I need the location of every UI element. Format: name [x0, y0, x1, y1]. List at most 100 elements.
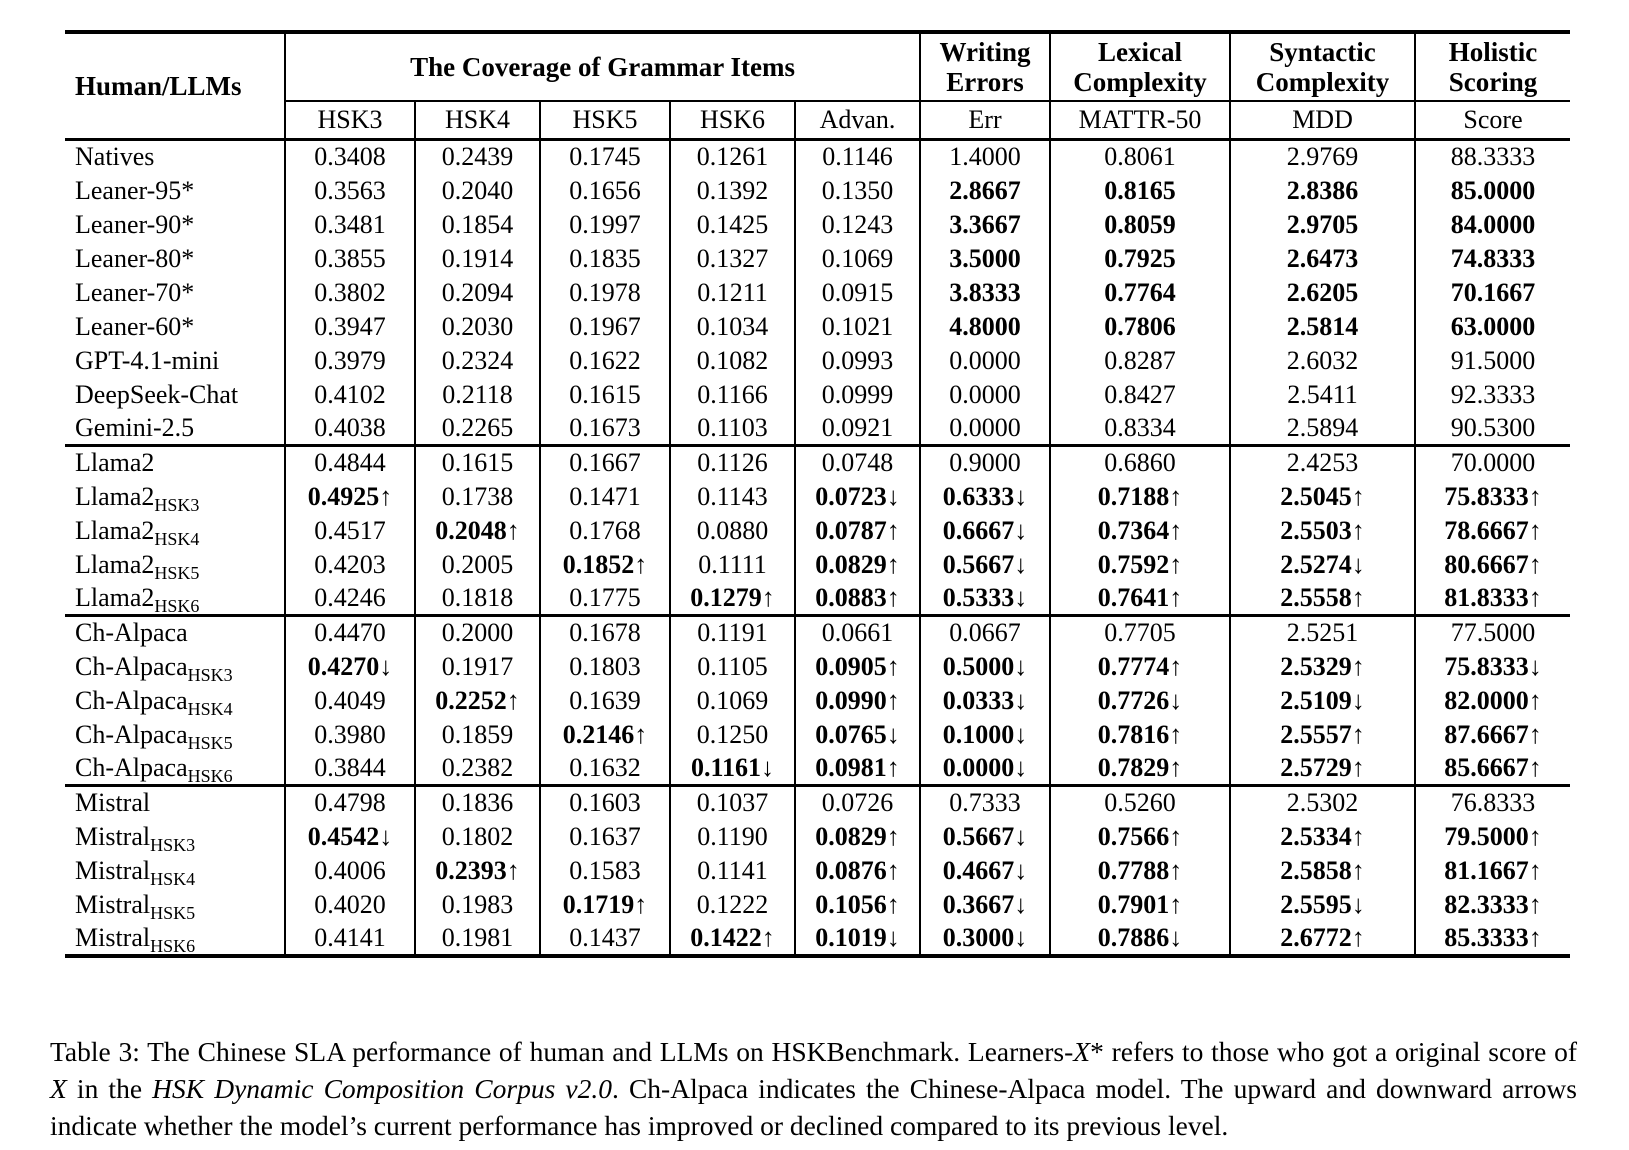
metric-number: 0.4542: [307, 821, 380, 851]
metric-number: 0.2252: [435, 685, 507, 715]
metric-value: 0.3408: [284, 139, 415, 174]
metric-number: 0.1738: [441, 481, 514, 511]
model-name: Leaner-80*: [75, 243, 195, 273]
table-section-1: Natives 0.3408 0.2439 0.1745 0.1261 0.1146 1.4…: [65, 139, 1571, 446]
metric-value: 2.5858↑: [1229, 853, 1416, 888]
metric-number: 0.2048: [435, 515, 507, 545]
table-row: DeepSeek-Chat 0.4102 0.2118 0.1615 0.1166 0.0…: [65, 377, 1571, 412]
model-name: Leaner-60*: [75, 311, 195, 341]
subheader-hsk4: HSK4: [414, 101, 540, 140]
metric-number: 0.0990: [815, 685, 887, 715]
model-name-subscript: HSK6: [154, 595, 200, 616]
metric-value: 0.5333↓: [919, 581, 1051, 616]
metric-number: 2.5274: [1280, 549, 1352, 579]
model-name: Llama2HSK5: [75, 549, 200, 583]
down-arrow-icon: ↓: [1014, 685, 1028, 715]
metric-number: 0.1437: [569, 922, 641, 952]
metric-number: 0.3481: [314, 209, 386, 239]
metric-number: 0.1603: [569, 788, 641, 818]
down-arrow-icon: ↓: [1169, 922, 1183, 952]
metric-number: 0.3408: [314, 142, 386, 172]
metric-value: 0.0876↑: [793, 853, 921, 888]
metric-value: 2.5503↑: [1229, 513, 1416, 548]
metric-number: 2.5109: [1280, 685, 1352, 715]
metric-number: 3.5000: [949, 243, 1021, 273]
up-arrow-icon: ↑: [1169, 582, 1183, 612]
metric-number: 0.7364: [1097, 515, 1170, 545]
metric-number: 0.1818: [441, 582, 514, 612]
model-name: Ch-AlpacaHSK6: [75, 752, 233, 786]
up-arrow-icon: ↑: [1351, 515, 1365, 545]
metric-number: 0.1211: [697, 277, 768, 307]
model-name-subscript: HSK5: [150, 902, 196, 923]
metric-number: 81.8333: [1444, 582, 1529, 612]
metric-value: 0.0765↓: [793, 717, 921, 752]
metric-number: 0.0829: [815, 821, 887, 851]
table-row: Llama2HSK5 0.4203 0.2005 0.1852↑ 0.1111 0.082…: [65, 547, 1571, 583]
metric-value: 0.0905↑: [793, 649, 921, 684]
up-arrow-icon: ↑: [1528, 855, 1542, 885]
metric-number: 0.4925: [307, 481, 380, 511]
metric-number: 0.1775: [569, 582, 641, 612]
metric-number: 87.6667: [1444, 719, 1529, 749]
metric-value: 0.1425: [669, 207, 795, 242]
metric-value: 0.1034: [669, 309, 795, 344]
subheader-mdd: MDD: [1229, 101, 1416, 140]
metric-number: 0.1111: [698, 549, 767, 579]
metric-number: 0.0905: [815, 651, 887, 681]
metric-number: 3.8333: [949, 277, 1021, 307]
metric-value: 0.6667↓: [919, 513, 1051, 548]
metric-value: 0.4270↓: [284, 649, 415, 684]
metric-number: 0.1141: [697, 855, 768, 885]
metric-value: 0.3481: [284, 207, 415, 242]
results-table: Human/LLMs The Coverage of Grammar Items…: [65, 30, 1571, 958]
caption-italic-text: HSK Dynamic Composition Corpus v2.0: [152, 1072, 612, 1104]
metric-value: 0.0000: [919, 377, 1051, 412]
up-arrow-icon: ↑: [1169, 549, 1183, 579]
metric-value: 2.5329↑: [1229, 649, 1416, 684]
metric-number: 0.4102: [314, 379, 386, 409]
metric-value: 88.3333: [1414, 139, 1571, 174]
down-arrow-icon: ↓: [1014, 752, 1028, 782]
metric-value: 87.6667↑: [1414, 717, 1571, 752]
metric-number: 0.1836: [441, 788, 514, 818]
subheader-score: Score: [1414, 101, 1571, 140]
header-writing-line2: Errors: [946, 67, 1024, 97]
metric-value: 0.1211: [669, 275, 795, 310]
metric-number: 3.3667: [949, 209, 1021, 239]
metric-value: 0.8287: [1049, 343, 1231, 378]
metric-value: 76.8333: [1414, 785, 1571, 820]
metric-value: 0.1854: [414, 207, 540, 242]
metric-number: 0.1471: [569, 481, 641, 511]
subheader-err: Err: [919, 101, 1051, 140]
metric-number: 0.8287: [1104, 345, 1176, 375]
metric-value: 0.1056↑: [793, 887, 921, 922]
metric-value: 0.2382: [414, 751, 540, 786]
metric-number: 0.3563: [314, 175, 386, 205]
metric-value: 0.4203: [284, 547, 415, 582]
metric-number: 0.1327: [696, 243, 769, 273]
metric-value: 0.1166: [669, 377, 795, 412]
metric-value: 2.5274↓: [1229, 547, 1416, 582]
metric-value: 3.3667: [919, 207, 1051, 242]
metric-value: 2.5045↑: [1229, 479, 1416, 514]
table-row: Leaner-60* 0.3947 0.2030 0.1967 0.1034 0.1021…: [65, 309, 1571, 344]
down-arrow-icon: ↓: [1351, 549, 1365, 579]
metric-value: 0.1037: [669, 785, 795, 820]
metric-number: 0.1069: [696, 685, 769, 715]
model-name: MistralHSK4: [75, 855, 196, 889]
metric-number: 0.4006: [314, 855, 386, 885]
metric-number: 0.5667: [942, 549, 1015, 579]
header-holistic-line1: Holistic: [1448, 37, 1538, 67]
header-lexical-line1: Lexical: [1098, 37, 1183, 67]
metric-number: 4.8000: [949, 311, 1021, 341]
metric-value: 2.4253: [1229, 445, 1416, 480]
metric-number: 0.1166: [697, 379, 768, 409]
metric-number: 2.4253: [1286, 448, 1359, 478]
metric-value: 0.2000: [414, 615, 540, 650]
model-name: GPT-4.1-mini: [75, 345, 220, 375]
metric-number: 70.0000: [1450, 448, 1536, 478]
metric-number: 0.7764: [1104, 277, 1176, 307]
metric-number: 0.4517: [314, 515, 386, 545]
